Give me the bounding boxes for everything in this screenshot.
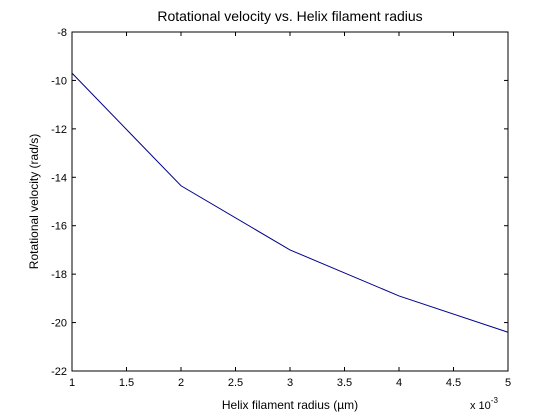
- y-axis-label: Rotational velocity (rad/s): [27, 134, 41, 269]
- y-tick-label: -12: [51, 124, 67, 136]
- x-tick-label: 5: [505, 377, 511, 389]
- axes-box: [71, 31, 509, 372]
- x-multiplier-base: x 10: [470, 400, 491, 412]
- y-tick-label: -20: [51, 318, 67, 330]
- tick-labels: 1 1.5 2 2.5 3 3.5 4 4.5 5 -22 -20 -18 -16 -14 -12 -10 -8: [51, 27, 511, 389]
- x-tick-label: 1.5: [119, 377, 134, 389]
- y-tick-label: -22: [51, 366, 67, 378]
- x-tick-label: 4.5: [446, 377, 461, 389]
- tick-marks: [71, 31, 509, 372]
- x-tick-label: 3: [287, 377, 293, 389]
- x-tick-label: 2: [178, 377, 184, 389]
- x-multiplier-exponent: -3: [491, 396, 499, 405]
- x-tick-label: 1: [69, 377, 75, 389]
- x-axis-multiplier: x 10-3: [470, 396, 498, 412]
- x-tick-label: 3.5: [337, 377, 352, 389]
- y-tick-label: -16: [51, 221, 67, 233]
- y-tick-label: -10: [51, 75, 67, 87]
- x-tick-label: 4: [396, 377, 402, 389]
- y-tick-label: -14: [51, 172, 67, 184]
- x-tick-label: 2.5: [228, 377, 243, 389]
- series-group: [71, 72, 509, 333]
- y-tick-label: -18: [51, 269, 67, 281]
- series-line: [71, 72, 509, 333]
- chart-title: Rotational velocity vs. Helix filament r…: [157, 8, 422, 24]
- x-axis-label: Helix filament radius (µm): [222, 398, 358, 412]
- y-tick-label: -8: [57, 27, 67, 39]
